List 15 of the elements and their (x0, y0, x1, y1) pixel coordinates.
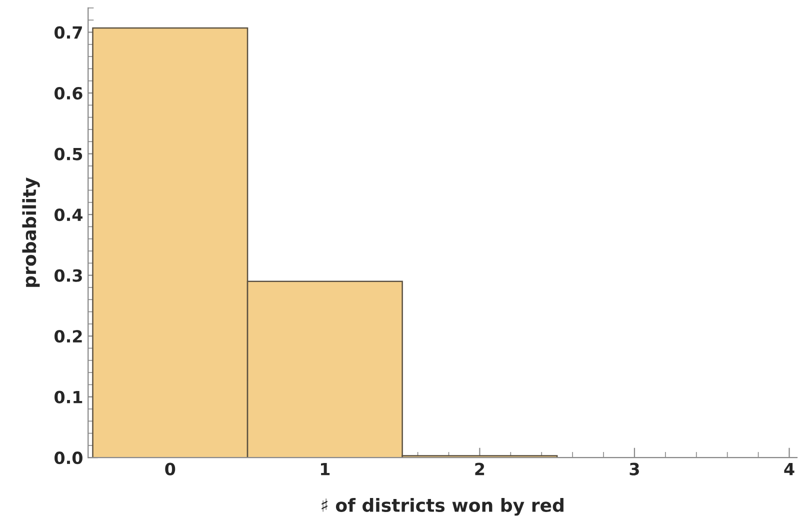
y-tick-label: 0.1 (54, 390, 82, 404)
y-tick-label: 0.2 (54, 330, 82, 343)
x-tick-label: 3 (630, 462, 639, 476)
x-axis-title: ♯ of districts won by red (322, 498, 564, 516)
y-tick-label: 0.6 (54, 86, 82, 100)
x-tick-label: 1 (321, 462, 330, 476)
y-tick-label: 0.7 (54, 26, 82, 39)
x-tick-label: 4 (784, 462, 794, 476)
y-tick-label: 0.3 (54, 269, 82, 282)
y-tick-label: 0.5 (54, 148, 82, 160)
y-axis-title: probability (22, 177, 40, 287)
y-tick-label: 0.0 (54, 452, 82, 464)
y-tick-label: 0.4 (54, 208, 82, 222)
x-tick-label: 2 (475, 462, 484, 476)
x-tick-label: 0 (165, 462, 176, 476)
